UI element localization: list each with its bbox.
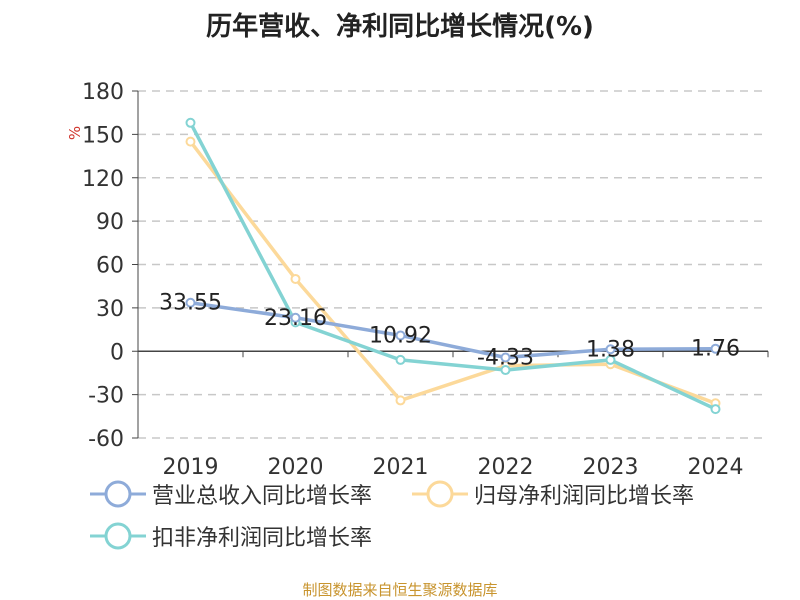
data-label-revenue: 23.16 xyxy=(264,306,327,331)
data-point-deducted_profit xyxy=(605,354,616,365)
y-tick-label: 180 xyxy=(82,80,124,105)
series-line-revenue xyxy=(190,301,716,360)
series-line-net_profit xyxy=(189,140,717,405)
data-point-revenue xyxy=(605,344,616,355)
y-axis-unit-label: % xyxy=(66,126,84,140)
legend-label-net-profit: 归母净利润同比增长率 xyxy=(474,484,695,509)
legend-item-deducted-profit[interactable]: 扣非净利润同比增长率 xyxy=(90,518,372,554)
data-point-net_profit xyxy=(290,273,301,284)
series-line-deducted_profit xyxy=(188,121,717,411)
data-point-revenue xyxy=(710,343,721,354)
data-point-deducted_profit xyxy=(500,365,511,376)
data-point-revenue xyxy=(185,297,196,308)
data-point-revenue xyxy=(395,330,406,341)
y-tick-label: 60 xyxy=(96,254,124,279)
data-point-net_profit xyxy=(395,395,406,406)
legend-item-net-profit[interactable]: 归母净利润同比增长率 xyxy=(412,476,694,512)
data-point-net_profit xyxy=(185,136,196,147)
data-label-revenue: 1.38 xyxy=(586,337,635,362)
y-tick-label: 120 xyxy=(82,167,124,192)
data-point-deducted_profit xyxy=(185,117,196,128)
chart-title: 历年营收、净利同比增长情况(%) xyxy=(206,12,594,42)
data-label-revenue: 33.55 xyxy=(159,291,222,316)
y-tick-label: -30 xyxy=(88,384,124,409)
x-tick-label: 2020 xyxy=(268,455,324,480)
y-tick-label: 30 xyxy=(96,297,124,322)
data-point-deducted_profit xyxy=(395,354,406,365)
x-tick-label: 2022 xyxy=(478,455,534,480)
x-tick-label: 2021 xyxy=(373,455,429,480)
y-tick-label: 0 xyxy=(110,340,124,365)
x-tick-label: 2019 xyxy=(163,455,219,480)
data-label-revenue: 1.76 xyxy=(691,337,740,362)
legend-line-circle-icon xyxy=(412,480,468,508)
data-point-revenue xyxy=(500,352,511,363)
legend-line-circle-icon xyxy=(90,522,146,550)
legend-label-deducted-profit: 扣非净利润同比增长率 xyxy=(152,526,373,551)
legend-label-revenue: 营业总收入同比增长率 xyxy=(152,484,373,509)
data-point-deducted_profit xyxy=(710,404,721,415)
legend-item-revenue[interactable]: 营业总收入同比增长率 xyxy=(90,476,372,512)
source-note: 制图数据来自恒生聚源数据库 xyxy=(302,581,498,599)
data-point-revenue xyxy=(290,312,301,323)
x-tick-label: 2023 xyxy=(583,455,639,480)
y-tick-label: 90 xyxy=(96,210,124,235)
data-label-revenue: 10.92 xyxy=(369,323,432,348)
legend-line-circle-icon xyxy=(90,480,146,508)
x-tick-label: 2024 xyxy=(688,455,744,480)
y-tick-label: 150 xyxy=(82,123,124,148)
y-tick-label: -60 xyxy=(88,427,124,452)
data-label-revenue: -4.33 xyxy=(477,346,534,371)
